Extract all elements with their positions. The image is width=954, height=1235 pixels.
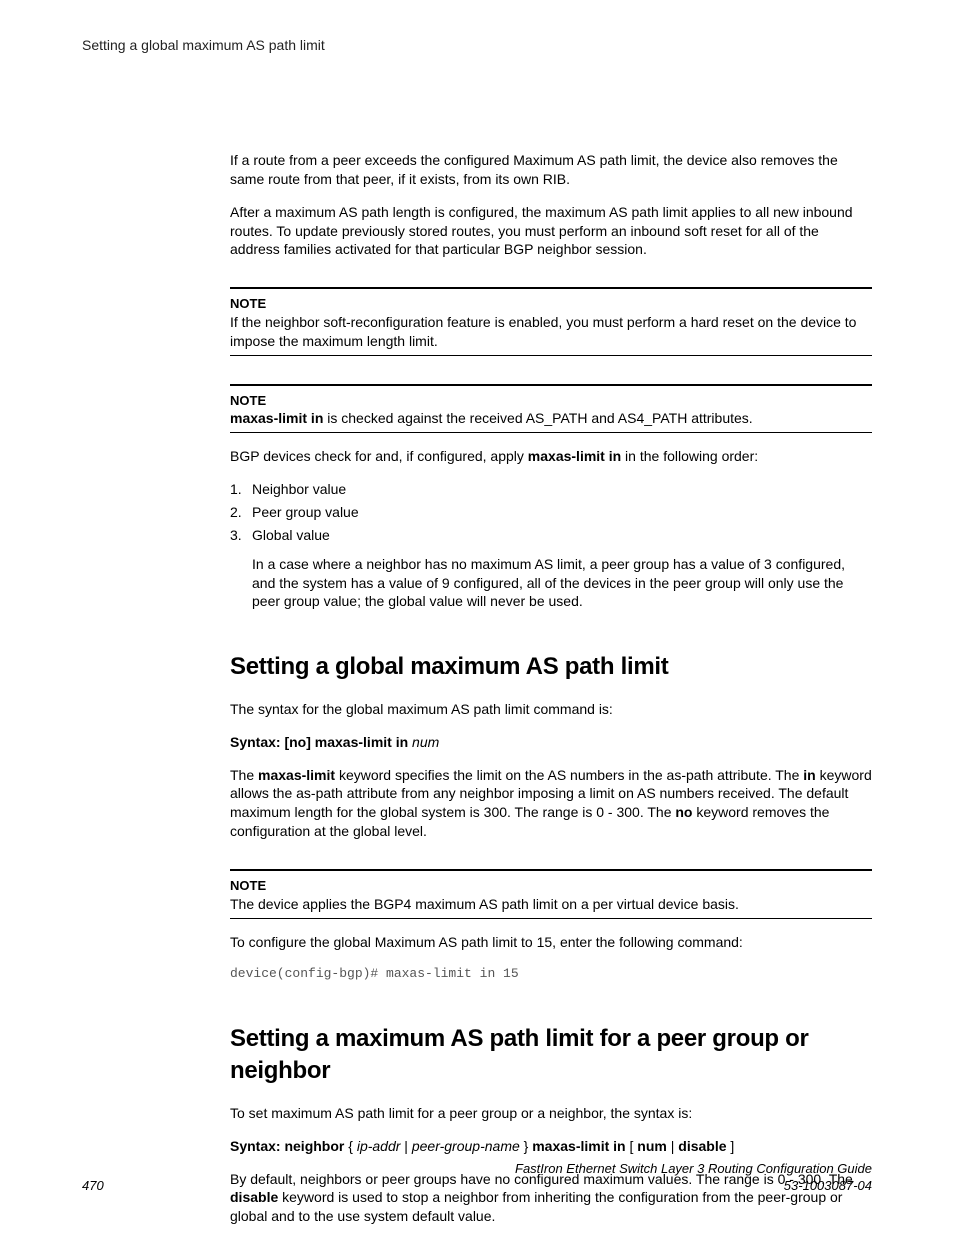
- t: |: [667, 1138, 678, 1154]
- note-rule: [230, 384, 872, 386]
- order-list: 1.Neighbor value 2.Peer group value 3.Gl…: [230, 480, 872, 611]
- t: keyword specifies the limit on the AS nu…: [335, 767, 803, 783]
- sec1-p1: The syntax for the global maximum AS pat…: [230, 700, 872, 719]
- sec1-syntax: Syntax: [no] maxas-limit in num: [230, 733, 872, 752]
- t: {: [344, 1138, 356, 1154]
- list-text: Neighbor value: [252, 480, 346, 499]
- note-label: NOTE: [230, 295, 872, 313]
- note-bold-lead: maxas-limit in: [230, 410, 323, 426]
- sec1-p3: To configure the global Maximum AS path …: [230, 933, 872, 952]
- t: in: [803, 767, 815, 783]
- t: no: [675, 804, 692, 820]
- page-number: 470: [82, 1177, 104, 1195]
- section-2-title: Setting a maximum AS path limit for a pe…: [230, 1023, 872, 1088]
- note-body: The device applies the BGP4 maximum AS p…: [230, 895, 872, 914]
- t: The: [230, 767, 258, 783]
- sec2-syntax: Syntax: neighbor { ip-addr | peer-group-…: [230, 1137, 872, 1156]
- list-num: 3.: [230, 526, 252, 545]
- note-label: NOTE: [230, 877, 872, 895]
- list-item: 2.Peer group value: [230, 503, 872, 522]
- note-rule: [230, 432, 872, 433]
- note-body: maxas-limit in is checked against the re…: [230, 409, 872, 428]
- note-label: NOTE: [230, 392, 872, 410]
- list-text: Peer group value: [252, 503, 359, 522]
- note-rule: [230, 918, 872, 919]
- section-1-title: Setting a global maximum AS path limit: [230, 651, 872, 683]
- list-num: 2.: [230, 503, 252, 522]
- t: maxas-limit in: [532, 1138, 625, 1154]
- sec1-p2: The maxas-limit keyword specifies the li…: [230, 766, 872, 842]
- main-content: If a route from a peer exceeds the confi…: [230, 151, 872, 1226]
- order-explain: In a case where a neighbor has no maximu…: [252, 555, 872, 612]
- t: ]: [727, 1138, 735, 1154]
- syntax-italic: num: [412, 734, 439, 750]
- intro-p2: After a maximum AS path length is config…: [230, 203, 872, 260]
- t: }: [520, 1138, 532, 1154]
- t: Syntax: neighbor: [230, 1138, 344, 1154]
- list-num: 1.: [230, 480, 252, 499]
- t: peer-group-name: [412, 1138, 520, 1154]
- note-2: NOTE maxas-limit in is checked against t…: [230, 384, 872, 433]
- note-body: If the neighbor soft-reconfiguration fea…: [230, 313, 872, 351]
- list-item: 1.Neighbor value: [230, 480, 872, 499]
- sec2-p1: To set maximum AS path limit for a peer …: [230, 1104, 872, 1123]
- list-text: Global value: [252, 526, 330, 545]
- t: |: [400, 1138, 411, 1154]
- footer-docnum: 53-1003087-04: [515, 1177, 872, 1195]
- list-item: 3.Global value: [230, 526, 872, 545]
- order-intro: BGP devices check for and, if configured…: [230, 447, 872, 466]
- note-rule: [230, 287, 872, 289]
- note-3: NOTE The device applies the BGP4 maximum…: [230, 869, 872, 918]
- footer-right: FastIron Ethernet Switch Layer 3 Routing…: [515, 1160, 872, 1195]
- intro-p1: If a route from a peer exceeds the confi…: [230, 151, 872, 189]
- order-intro-bold: maxas-limit in: [528, 448, 621, 464]
- note-rule: [230, 869, 872, 871]
- t: num: [637, 1138, 667, 1154]
- order-intro-post: in the following order:: [621, 448, 758, 464]
- footer-title: FastIron Ethernet Switch Layer 3 Routing…: [515, 1160, 872, 1178]
- running-head: Setting a global maximum AS path limit: [82, 36, 872, 55]
- note-rule: [230, 355, 872, 356]
- t: maxas-limit: [258, 767, 335, 783]
- t: ip-addr: [357, 1138, 401, 1154]
- t: [: [626, 1138, 638, 1154]
- page-footer: 470 FastIron Ethernet Switch Layer 3 Rou…: [82, 1160, 872, 1195]
- order-intro-pre: BGP devices check for and, if configured…: [230, 448, 528, 464]
- note-1: NOTE If the neighbor soft-reconfiguratio…: [230, 287, 872, 355]
- note-rest: is checked against the received AS_PATH …: [323, 410, 752, 426]
- t: disable: [678, 1138, 726, 1154]
- code-block: device(config-bgp)# maxas-limit in 15: [230, 965, 872, 983]
- syntax-bold: Syntax: [no] maxas-limit in: [230, 734, 412, 750]
